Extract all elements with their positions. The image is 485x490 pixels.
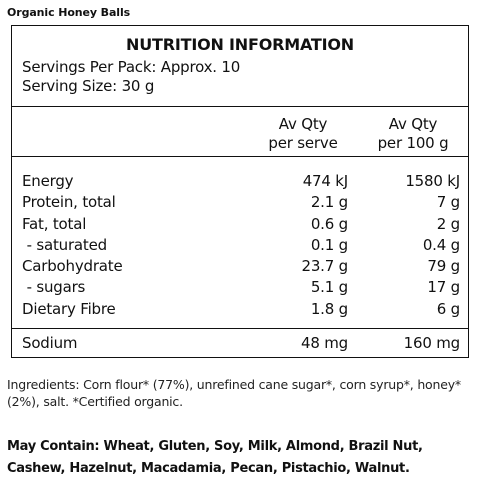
per-serve-value: 0.6 g <box>310 214 348 233</box>
product-title: Organic Honey Balls <box>7 6 131 19</box>
table-row: - sugars 5.1 g 17 g <box>12 278 468 299</box>
table-row: Protein, total 2.1 g 7 g <box>12 193 468 214</box>
table-row: Carbohydrate 23.7 g 79 g <box>12 257 468 278</box>
per-serve-value: 474 kJ <box>302 172 349 190</box>
per-100g-value: 79 g <box>427 257 460 276</box>
allergen-statement: May Contain: Wheat, Gluten, Soy, Milk, A… <box>7 439 423 476</box>
per-serve-value: 2.1 g <box>310 193 348 212</box>
per-serve-value: 23.7 g <box>301 257 349 276</box>
per-100g-value: 2 g <box>436 214 460 233</box>
column-header-per-serve: Av Qty per serve <box>248 115 358 153</box>
per-100g-value: 6 g <box>436 299 460 318</box>
column-header-line: Av Qty <box>388 115 438 133</box>
per-serve-value: 5.1 g <box>310 278 348 297</box>
column-header-per-100g: Av Qty per 100 g <box>358 115 468 153</box>
per-100g-value: 160 mg <box>403 334 461 352</box>
per-serve-value: 0.1 g <box>310 235 348 254</box>
column-header-line: per serve <box>268 134 338 152</box>
nutrient-name: Fat, total <box>22 214 87 233</box>
per-100g-value: 1580 kJ <box>405 172 460 190</box>
per-serve-value: 48 mg <box>301 334 348 352</box>
divider <box>12 156 468 157</box>
nutrient-name: Sodium <box>22 334 78 352</box>
panel-heading: NUTRITION INFORMATION <box>126 35 354 54</box>
nutrient-name: Energy <box>22 172 74 190</box>
table-row-sodium: Sodium 48 mg 160 mg <box>12 330 468 354</box>
nutrient-name: - sugars <box>22 278 86 297</box>
per-100g-value: 17 g <box>427 278 460 297</box>
ingredients-text: Ingredients: Corn flour* (77%), unrefine… <box>7 377 461 409</box>
nutrient-name: Protein, total <box>22 193 116 212</box>
divider <box>12 106 468 107</box>
serving-size: Serving Size: 30 g <box>22 77 155 95</box>
servings-per-pack: Servings Per Pack: Approx. 10 <box>22 58 241 76</box>
divider <box>12 328 468 329</box>
nutrient-table: Energy 474 kJ 1580 kJ Protein, total 2.1… <box>12 172 468 321</box>
table-row: Fat, total 0.6 g 2 g <box>12 215 468 236</box>
per-serve-value: 1.8 g <box>310 299 348 318</box>
column-header-line: Av Qty <box>278 115 328 133</box>
table-row: - saturated 0.1 g 0.4 g <box>12 236 468 257</box>
nutrient-name: Dietary Fibre <box>22 299 116 318</box>
per-100g-value: 7 g <box>436 193 460 212</box>
table-row: Energy 474 kJ 1580 kJ <box>12 172 468 193</box>
column-header-line: per 100 g <box>377 134 449 152</box>
nutrition-panel: NUTRITION INFORMATION Servings Per Pack:… <box>11 25 469 358</box>
nutrient-name: - saturated <box>22 235 108 254</box>
nutrient-name: Carbohydrate <box>22 257 123 276</box>
per-100g-value: 0.4 g <box>422 235 460 254</box>
table-row: Dietary Fibre 1.8 g 6 g <box>12 300 468 321</box>
